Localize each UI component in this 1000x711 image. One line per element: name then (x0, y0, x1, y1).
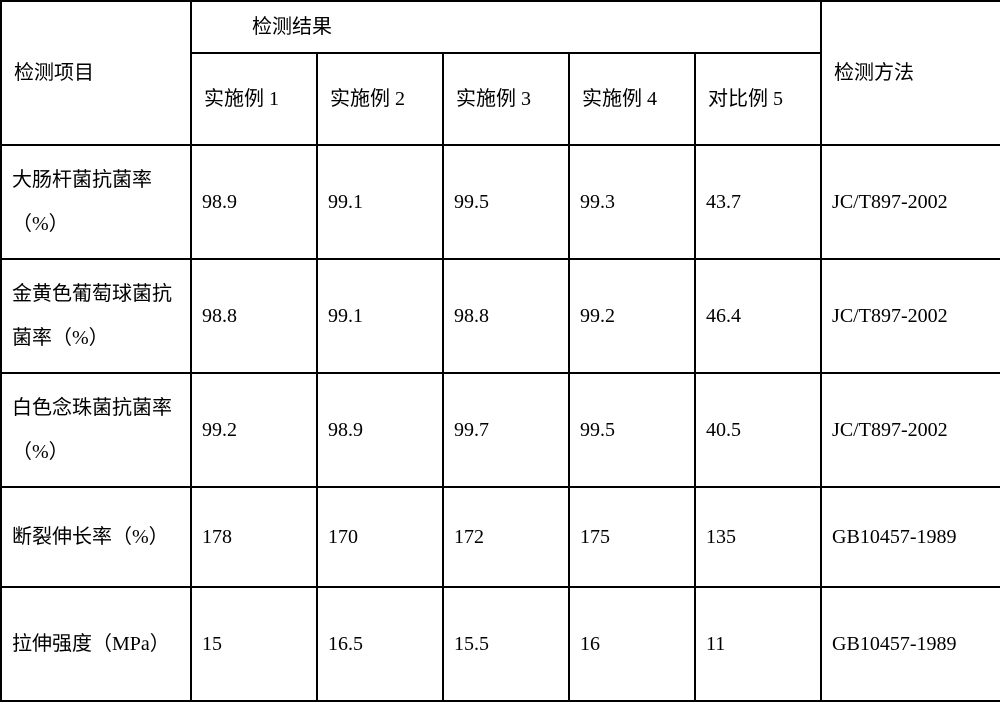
row-val-4: 11 (695, 587, 821, 701)
row-method: GB10457-1989 (821, 587, 1000, 701)
table-row: 白色念珠菌抗菌率（%） 99.2 98.9 99.7 99.5 40.5 JC/… (1, 373, 1000, 487)
header-subcol-1: 实施例 2 (317, 53, 443, 145)
subcol-label: 对比例 5 (696, 77, 820, 121)
header-subcol-3: 实施例 4 (569, 53, 695, 145)
table-row: 金黄色葡萄球菌抗菌率（%） 98.8 99.1 98.8 99.2 46.4 J… (1, 259, 1000, 373)
method-text: GB10457-1989 (822, 517, 1000, 557)
row-val-3: 16 (569, 587, 695, 701)
val-text: 98.9 (192, 180, 316, 224)
header-method-label: 检测方法 (822, 51, 1000, 95)
val-text: 172 (444, 517, 568, 557)
row-val-1: 16.5 (317, 587, 443, 701)
row-val-1: 99.1 (317, 259, 443, 373)
subcol-label: 实施例 4 (570, 77, 694, 121)
item-text: 断裂伸长率（%） (2, 517, 190, 557)
row-item: 白色念珠菌抗菌率（%） (1, 373, 191, 487)
row-val-1: 99.1 (317, 145, 443, 259)
row-val-0: 98.9 (191, 145, 317, 259)
val-text: 99.2 (192, 408, 316, 452)
val-text: 16 (570, 622, 694, 666)
row-val-3: 99.2 (569, 259, 695, 373)
val-text: 40.5 (696, 408, 820, 452)
row-val-4: 43.7 (695, 145, 821, 259)
method-text: JC/T897-2002 (822, 180, 1000, 224)
row-val-4: 46.4 (695, 259, 821, 373)
row-method: JC/T897-2002 (821, 373, 1000, 487)
table-row: 大肠杆菌抗菌率（%） 98.9 99.1 99.5 99.3 43.7 JC/T… (1, 145, 1000, 259)
val-text: 170 (318, 517, 442, 557)
row-method: JC/T897-2002 (821, 145, 1000, 259)
val-text: 46.4 (696, 294, 820, 338)
row-item: 断裂伸长率（%） (1, 487, 191, 587)
val-text: 99.2 (570, 294, 694, 338)
val-text: 98.9 (318, 408, 442, 452)
val-text: 98.8 (444, 294, 568, 338)
row-item: 大肠杆菌抗菌率（%） (1, 145, 191, 259)
val-text: 135 (696, 517, 820, 557)
val-text: 43.7 (696, 180, 820, 224)
row-val-1: 98.9 (317, 373, 443, 487)
header-subcol-2: 实施例 3 (443, 53, 569, 145)
val-text: 99.7 (444, 408, 568, 452)
row-val-3: 175 (569, 487, 695, 587)
row-method: JC/T897-2002 (821, 259, 1000, 373)
row-val-2: 99.7 (443, 373, 569, 487)
header-subcol-0: 实施例 1 (191, 53, 317, 145)
val-text: 98.8 (192, 294, 316, 338)
val-text: 99.5 (444, 180, 568, 224)
row-val-0: 15 (191, 587, 317, 701)
header-item: 检测项目 (1, 1, 191, 145)
val-text: 15.5 (444, 622, 568, 666)
row-val-2: 172 (443, 487, 569, 587)
val-text: 99.3 (570, 180, 694, 224)
val-text: 178 (192, 517, 316, 557)
subcol-label: 实施例 2 (318, 77, 442, 121)
val-text: 15 (192, 622, 316, 666)
header-subcol-4: 对比例 5 (695, 53, 821, 145)
val-text: 175 (570, 517, 694, 557)
row-val-2: 15.5 (443, 587, 569, 701)
row-val-4: 40.5 (695, 373, 821, 487)
row-val-2: 99.5 (443, 145, 569, 259)
row-val-1: 170 (317, 487, 443, 587)
val-text: 99.1 (318, 180, 442, 224)
table-row: 断裂伸长率（%） 178 170 172 175 135 GB10457-198… (1, 487, 1000, 587)
table-row: 拉伸强度（MPa） 15 16.5 15.5 16 11 GB10457-198… (1, 587, 1000, 701)
row-val-2: 98.8 (443, 259, 569, 373)
results-table: 检测项目 检测结果 检测方法 实施例 1 实施例 2 实施例 3 实施例 4 对… (0, 0, 1000, 702)
table-body: 检测项目 检测结果 检测方法 实施例 1 实施例 2 实施例 3 实施例 4 对… (1, 1, 1000, 701)
val-text: 11 (696, 622, 820, 666)
subcol-label: 实施例 3 (444, 77, 568, 121)
header-method: 检测方法 (821, 1, 1000, 145)
header-item-label: 检测项目 (2, 51, 190, 95)
row-item: 拉伸强度（MPa） (1, 587, 191, 701)
row-val-0: 99.2 (191, 373, 317, 487)
method-text: GB10457-1989 (822, 622, 1000, 666)
item-text: 金黄色葡萄球菌抗菌率（%） (2, 272, 190, 360)
item-text: 大肠杆菌抗菌率（%） (2, 158, 190, 246)
item-text: 白色念珠菌抗菌率（%） (2, 386, 190, 474)
row-val-0: 178 (191, 487, 317, 587)
val-text: 99.1 (318, 294, 442, 338)
row-method: GB10457-1989 (821, 487, 1000, 587)
method-text: JC/T897-2002 (822, 294, 1000, 338)
method-text: JC/T897-2002 (822, 408, 1000, 452)
row-val-0: 98.8 (191, 259, 317, 373)
item-text: 拉伸强度（MPa） (2, 622, 190, 666)
row-val-4: 135 (695, 487, 821, 587)
val-text: 99.5 (570, 408, 694, 452)
header-row-1: 检测项目 检测结果 检测方法 (1, 1, 1000, 53)
row-val-3: 99.3 (569, 145, 695, 259)
header-results-label: 检测结果 (192, 5, 820, 49)
val-text: 16.5 (318, 622, 442, 666)
subcol-label: 实施例 1 (192, 77, 316, 121)
row-val-3: 99.5 (569, 373, 695, 487)
row-item: 金黄色葡萄球菌抗菌率（%） (1, 259, 191, 373)
header-results-group: 检测结果 (191, 1, 821, 53)
